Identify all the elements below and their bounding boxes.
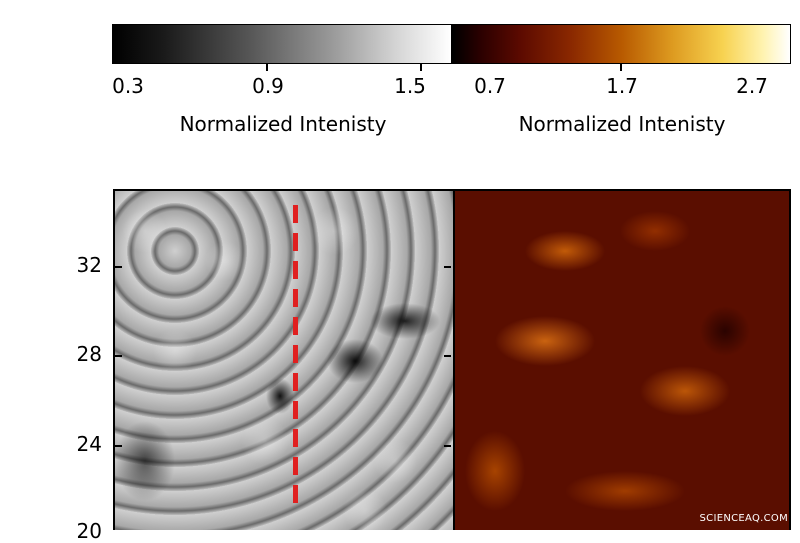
watermark: SCIENCEAQ.COM — [699, 513, 788, 524]
heat-colorbar-tick-label: 1.7 — [606, 74, 638, 98]
y-tick — [115, 445, 122, 447]
y-tick — [115, 266, 122, 268]
heat-colorbar — [452, 24, 791, 64]
grayscale-colorbar — [112, 24, 452, 64]
y-tick — [444, 355, 451, 357]
y-tick — [115, 355, 122, 357]
heat-colorbar-tick-label: 0.7 — [474, 74, 506, 98]
gray-colorbar-tick-label: 0.3 — [112, 74, 144, 98]
gray-colorbar-title: Normalized Intenisty — [179, 112, 387, 136]
y-tick-label: 24 — [76, 432, 102, 456]
gray-colorbar-tick — [266, 64, 268, 71]
red-dashed-slit-line — [293, 205, 298, 513]
heat-colorbar-tick-label: 2.7 — [736, 74, 768, 98]
heat-colorbar-title: Normalized Intenisty — [518, 112, 726, 136]
heat-colorbar-tick — [620, 64, 622, 71]
y-tick — [444, 266, 451, 268]
gray-colorbar-tick — [420, 64, 422, 71]
heat-intensity-image — [453, 191, 789, 530]
y-tick-label: 28 — [76, 342, 102, 366]
gray-colorbar-tick-label: 0.9 — [252, 74, 284, 98]
y-tick-label: 20 — [76, 519, 102, 543]
y-tick-label: 32 — [76, 253, 102, 277]
gray-colorbar-tick-label: 1.5 — [394, 74, 426, 98]
grayscale-intensity-image — [115, 191, 453, 530]
y-tick — [444, 445, 451, 447]
image-panels — [113, 189, 791, 530]
